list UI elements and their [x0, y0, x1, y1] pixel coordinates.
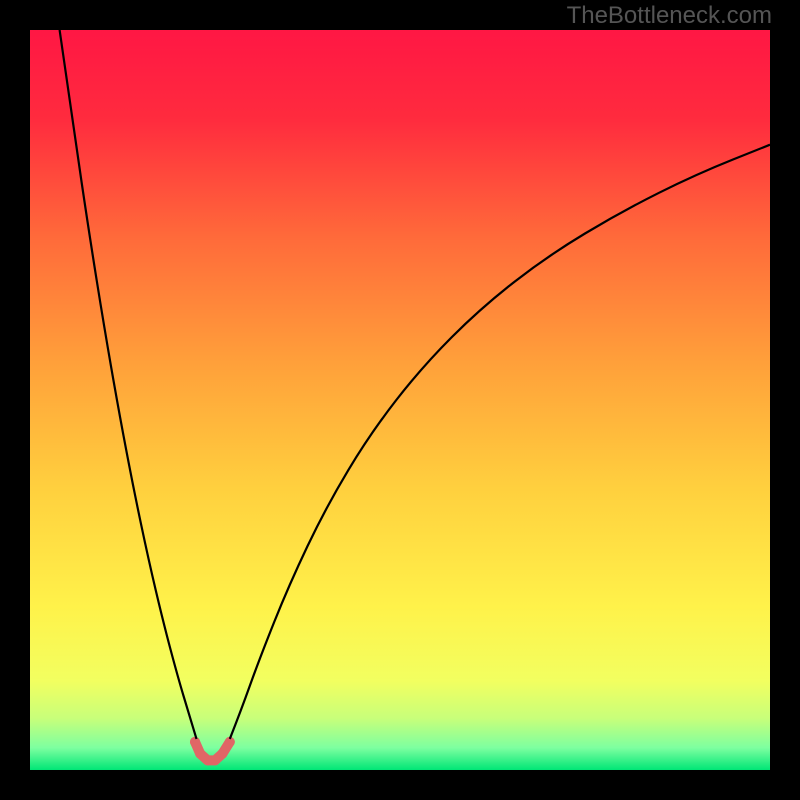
- chart-frame: TheBottleneck.com: [0, 0, 800, 800]
- plot-background: [30, 30, 770, 770]
- bottleneck-chart: [0, 0, 800, 800]
- dip-marker-dot: [217, 749, 227, 759]
- dip-marker-dot: [195, 749, 205, 759]
- dip-marker-dot: [190, 737, 200, 747]
- watermark-text: TheBottleneck.com: [567, 2, 772, 30]
- dip-marker-dot: [210, 755, 220, 765]
